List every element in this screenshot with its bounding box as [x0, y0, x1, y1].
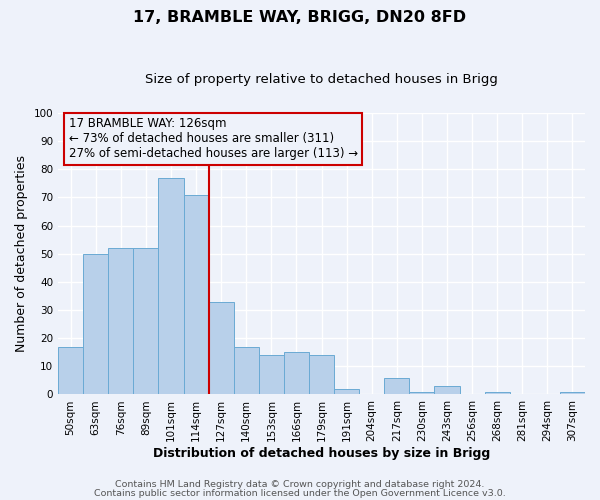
Bar [108, 248, 133, 394]
Bar [409, 392, 434, 394]
Title: Size of property relative to detached houses in Brigg: Size of property relative to detached ho… [145, 72, 498, 86]
Bar [133, 248, 158, 394]
Y-axis label: Number of detached properties: Number of detached properties [15, 156, 28, 352]
X-axis label: Distribution of detached houses by size in Brigg: Distribution of detached houses by size … [153, 447, 490, 460]
Bar [233, 346, 259, 395]
Bar [58, 346, 83, 395]
Bar [309, 355, 334, 395]
Bar [334, 389, 359, 394]
Bar [259, 355, 284, 395]
Bar [485, 392, 510, 394]
Bar [384, 378, 409, 394]
Text: 17, BRAMBLE WAY, BRIGG, DN20 8FD: 17, BRAMBLE WAY, BRIGG, DN20 8FD [133, 10, 467, 25]
Text: 17 BRAMBLE WAY: 126sqm
← 73% of detached houses are smaller (311)
27% of semi-de: 17 BRAMBLE WAY: 126sqm ← 73% of detached… [68, 118, 358, 160]
Bar [434, 386, 460, 394]
Bar [158, 178, 184, 394]
Bar [560, 392, 585, 394]
Text: Contains HM Land Registry data © Crown copyright and database right 2024.: Contains HM Land Registry data © Crown c… [115, 480, 485, 489]
Bar [184, 194, 209, 394]
Bar [284, 352, 309, 395]
Text: Contains public sector information licensed under the Open Government Licence v3: Contains public sector information licen… [94, 488, 506, 498]
Bar [209, 302, 233, 394]
Bar [83, 254, 108, 394]
